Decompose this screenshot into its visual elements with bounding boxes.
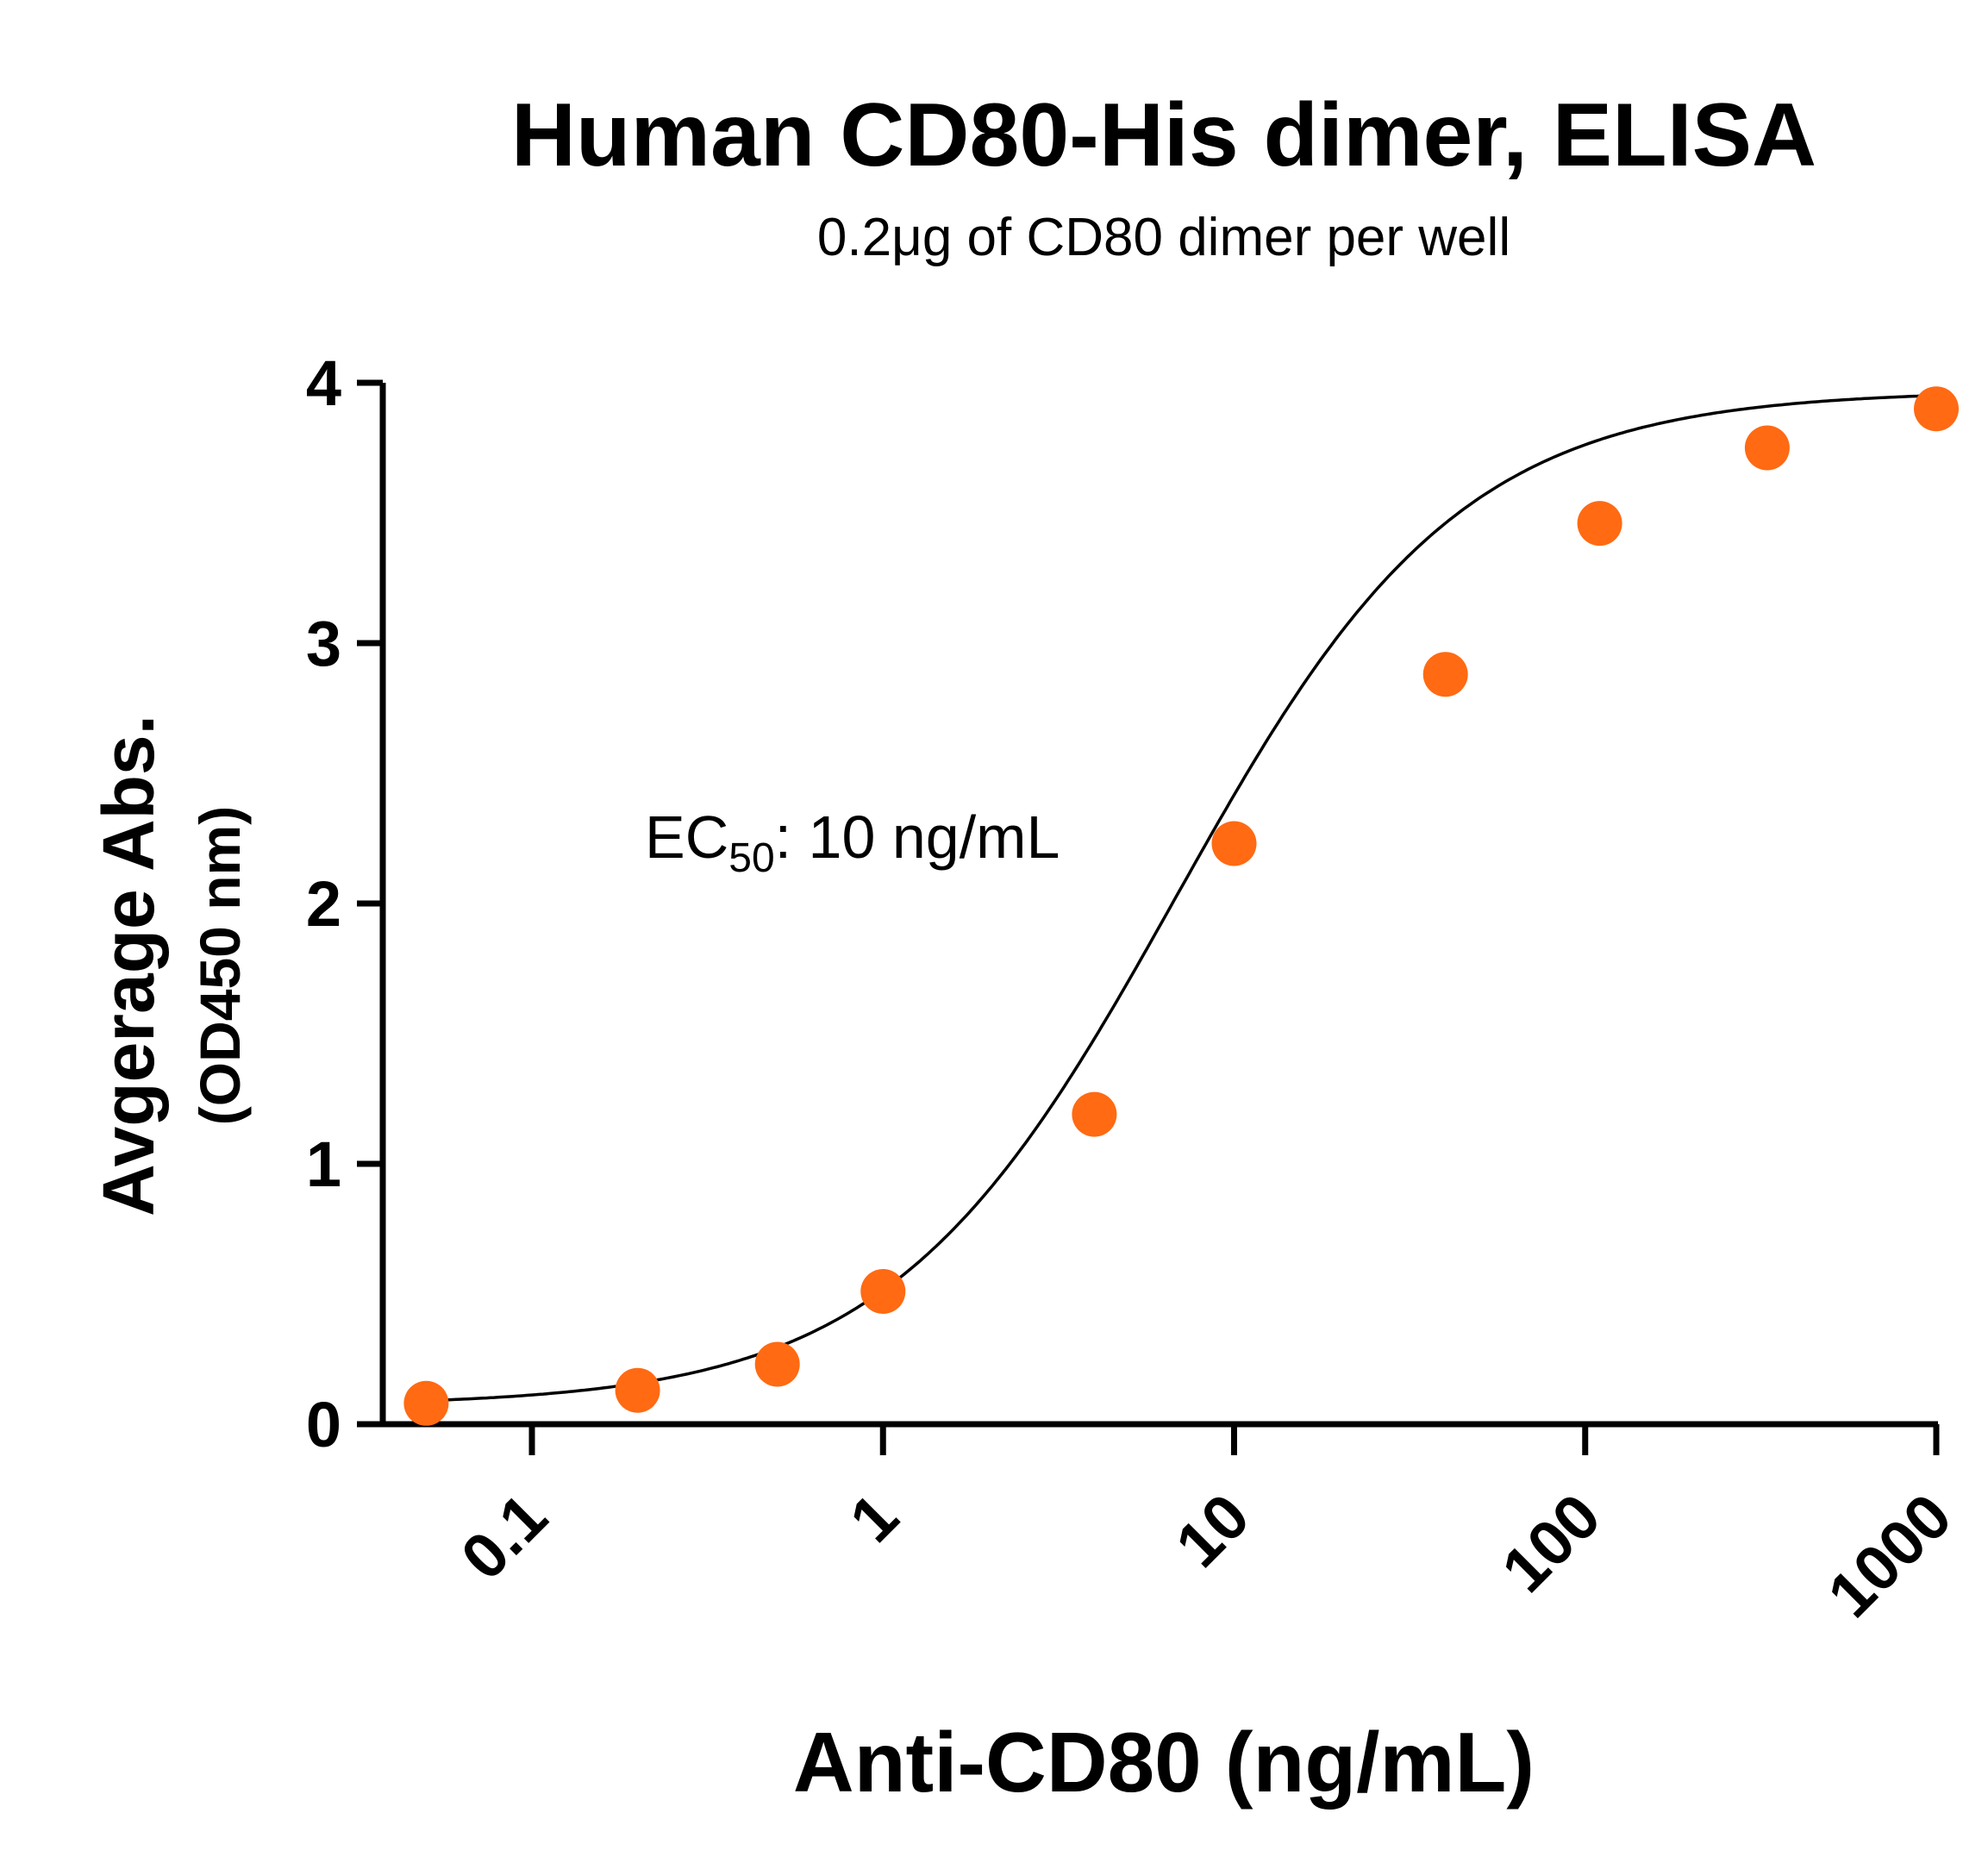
data-point-9 <box>1744 425 1790 471</box>
fit-curve-group <box>426 393 1937 1403</box>
x-tick-label-1: 1 <box>836 1480 912 1556</box>
ec50-annotation-prefix: EC <box>645 803 728 871</box>
tick-marks <box>357 379 1940 1455</box>
y-axis-label-group: Avgerage Abs. (OD450 nm) <box>88 715 252 1216</box>
y-axis-unit-label: (OD450 nm) <box>188 806 252 1125</box>
data-point-2 <box>615 1367 660 1413</box>
x-tick-label-1000: 1000 <box>1814 1480 1965 1631</box>
y-tick-label-1: 1 <box>306 1128 341 1200</box>
axes <box>379 383 1938 1428</box>
y-tick-label-2: 2 <box>306 868 341 940</box>
x-tick-label-100: 100 <box>1488 1480 1614 1606</box>
data-point-1 <box>403 1380 449 1426</box>
data-point-4 <box>860 1269 906 1314</box>
fit-curve <box>426 393 1937 1403</box>
chart-title: Human CD80-His dimer, ELISA <box>511 85 1816 185</box>
data-points <box>403 386 1959 1426</box>
ec50-annotation-value: : 10 ng/mL <box>775 803 1060 871</box>
ec50-annotation-subscript: 50 <box>728 835 774 881</box>
y-tick-label-3: 3 <box>306 608 341 679</box>
x-tick-label-0.1: 0.1 <box>447 1480 560 1593</box>
data-point-5 <box>1072 1091 1117 1137</box>
ec50-annotation: EC50: 10 ng/mL <box>645 803 1060 881</box>
y-tick-label-4: 4 <box>306 347 341 419</box>
data-point-7 <box>1422 652 1468 697</box>
x-axis-label: Anti-CD80 (ng/mL) <box>793 1715 1535 1810</box>
y-axis-label: Avgerage Abs. <box>88 715 169 1216</box>
tick-labels: 0 1 2 3 4 0.1 1 10 100 1000 <box>306 347 1965 1631</box>
data-point-8 <box>1577 501 1622 547</box>
data-point-6 <box>1211 821 1257 866</box>
chart-subtitle: 0.2μg of CD80 dimer per well <box>817 208 1510 267</box>
data-point-3 <box>754 1341 800 1387</box>
data-point-10 <box>1914 386 1959 432</box>
x-tick-label-10: 10 <box>1162 1480 1263 1581</box>
y-tick-label-0: 0 <box>306 1389 341 1460</box>
